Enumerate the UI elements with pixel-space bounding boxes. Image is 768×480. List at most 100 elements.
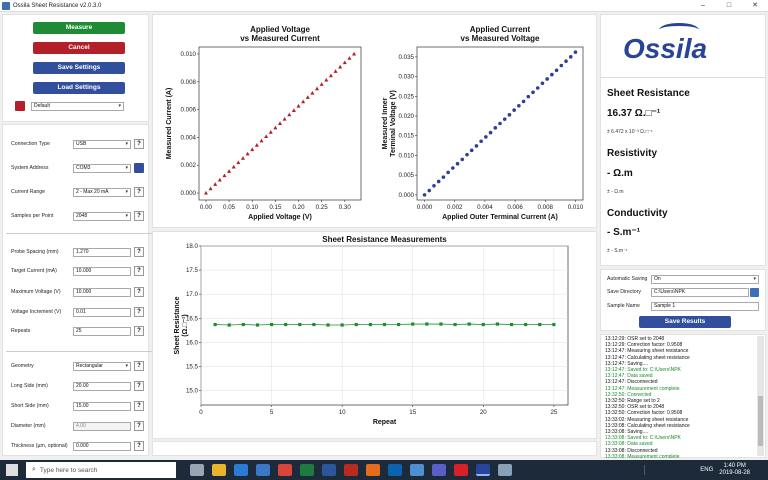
chrome-icon[interactable] [278, 464, 292, 476]
help-button[interactable]: ? [134, 139, 144, 149]
app-icon [2, 1, 10, 10]
data-point [340, 323, 344, 327]
outlook-icon[interactable] [388, 464, 402, 476]
data-point [465, 152, 469, 157]
close-button[interactable]: ✕ [752, 2, 758, 9]
data-point [564, 59, 568, 63]
maximize-button[interactable]: □ [726, 2, 732, 9]
firefox-icon[interactable] [366, 464, 380, 476]
app-icon-2[interactable] [410, 464, 424, 476]
data-point [203, 190, 208, 195]
help-button[interactable]: ? [134, 307, 144, 317]
measurement-row: Maximum Voltage (V) 10.000 [11, 287, 151, 297]
refresh-ports-icon[interactable] [134, 163, 144, 173]
load-settings-button[interactable]: Load Settings [33, 82, 125, 94]
app-icon-4[interactable] [498, 464, 512, 476]
edge-icon[interactable] [234, 464, 248, 476]
geometry-field[interactable]: 15.00 [73, 401, 131, 411]
y-tick-label: 0.004 [181, 134, 197, 141]
search-icon: ⌕ [32, 466, 36, 473]
teams-icon[interactable] [432, 464, 446, 476]
data-point [498, 121, 502, 126]
profile-select[interactable]: Default [31, 101, 124, 111]
task-view-icon[interactable] [190, 464, 204, 476]
geometry-field[interactable]: 20.00 [73, 381, 131, 391]
conductivity-error: ± - S.m⁻¹ [607, 248, 628, 254]
log-line: 13:33:08: Saved to: C:\Users\NPK [605, 435, 681, 442]
help-button[interactable]: ? [134, 187, 144, 197]
data-point [524, 322, 528, 327]
save-results-button[interactable]: Save Results [639, 316, 731, 328]
geometry-field[interactable]: Rectangular [73, 361, 131, 371]
measurement-field[interactable]: 10.000 [73, 266, 131, 276]
y-tick-label: 0.025 [399, 93, 415, 100]
y-tick-label: 15.0 [186, 388, 199, 395]
data-point [310, 90, 315, 95]
folder-browse-icon[interactable] [750, 287, 759, 297]
auto-saving-select[interactable]: On [651, 274, 759, 284]
help-button[interactable]: ? [134, 421, 144, 431]
connection-label: Current Range [11, 189, 46, 195]
taskbar-search[interactable]: ⌕ Type here to search [26, 462, 176, 478]
x-tick-label: 0.000 [417, 204, 433, 211]
app-icon-3[interactable] [454, 464, 468, 476]
help-button[interactable]: ? [134, 381, 144, 391]
help-button[interactable]: ? [134, 287, 144, 297]
connection-field[interactable]: 2 - Max 20 mA [73, 187, 131, 197]
applied-current-chart: 0.000 0.002 0.004 0.006 0.008 0.010 0.000 0.005… [382, 25, 584, 221]
connection-field[interactable]: 2048 [73, 211, 131, 221]
clock-time[interactable]: 1:40 PM [723, 463, 746, 469]
geometry-field[interactable]: 0.000 [73, 441, 131, 451]
help-button[interactable]: ? [134, 266, 144, 276]
cancel-button[interactable]: Cancel [33, 42, 125, 54]
help-button[interactable]: ? [134, 211, 144, 221]
measurement-field[interactable]: 25 [73, 326, 131, 336]
geometry-field[interactable]: 4.00 [73, 421, 131, 431]
profile-icon[interactable] [15, 101, 25, 111]
logo-divider [601, 77, 765, 78]
language-indicator[interactable]: ENG [700, 467, 714, 473]
excel-icon[interactable] [300, 464, 314, 476]
data-point [315, 86, 320, 91]
clock-date[interactable]: 2019-08-28 [719, 470, 750, 476]
data-point [254, 143, 259, 147]
y-axis-label-2: Terminal Voltage (V) [390, 90, 397, 157]
sample-name-field[interactable]: Sample 1 [651, 301, 759, 311]
save-directory-field[interactable]: C:\Users\NPK [651, 287, 749, 297]
filezilla-icon[interactable] [344, 464, 358, 476]
x-axis-label: Applied Voltage (V) [248, 214, 312, 221]
measure-button[interactable]: Measure [33, 22, 125, 34]
repeat-chart-panel: 0 5 10 15 20 25 15.0 15.5 16.0 16.5 17.0 17.5 18.0 Sh… [152, 231, 597, 439]
data-point [284, 322, 288, 327]
data-point [521, 99, 526, 104]
help-button[interactable]: ? [134, 326, 144, 336]
measurement-field[interactable]: 10.000 [73, 287, 131, 297]
system-tray-icons[interactable] [644, 465, 694, 475]
ossila-taskbar-icon[interactable] [476, 464, 490, 476]
measurement-field[interactable]: 1.270 [73, 247, 131, 257]
log-output: 13:12:29: OSR set to 2048 13:12:29: Corre… [605, 336, 755, 458]
y-tick-label: 0.008 [181, 79, 197, 86]
help-button[interactable]: ? [134, 361, 144, 371]
file-explorer-icon[interactable] [212, 464, 226, 476]
windows-start-icon[interactable] [6, 464, 18, 476]
connection-field[interactable]: USB [73, 139, 131, 149]
log-line: 13:33:02: Measuring sheet resistance [605, 416, 689, 423]
minimize-button[interactable]: – [701, 2, 705, 9]
log-line: 13:32:50: Connected [605, 391, 652, 398]
log-line: 13:12:47: Disconnected [605, 379, 658, 386]
data-point [296, 103, 301, 108]
measurement-field[interactable]: 0.01 [73, 307, 131, 317]
word-icon[interactable] [322, 464, 336, 476]
section-divider [6, 351, 152, 352]
log-scrollbar[interactable] [757, 336, 764, 456]
help-button[interactable]: ? [134, 441, 144, 451]
help-button[interactable]: ? [134, 247, 144, 257]
connection-field[interactable]: COM3 [73, 163, 131, 173]
help-button[interactable]: ? [134, 401, 144, 411]
store-icon[interactable] [256, 464, 270, 476]
y-axis-label: Measured Current (A) [166, 88, 173, 160]
log-line: 13:33:08: Measurement complete [605, 453, 680, 458]
save-settings-button[interactable]: Save Settings [33, 62, 125, 74]
